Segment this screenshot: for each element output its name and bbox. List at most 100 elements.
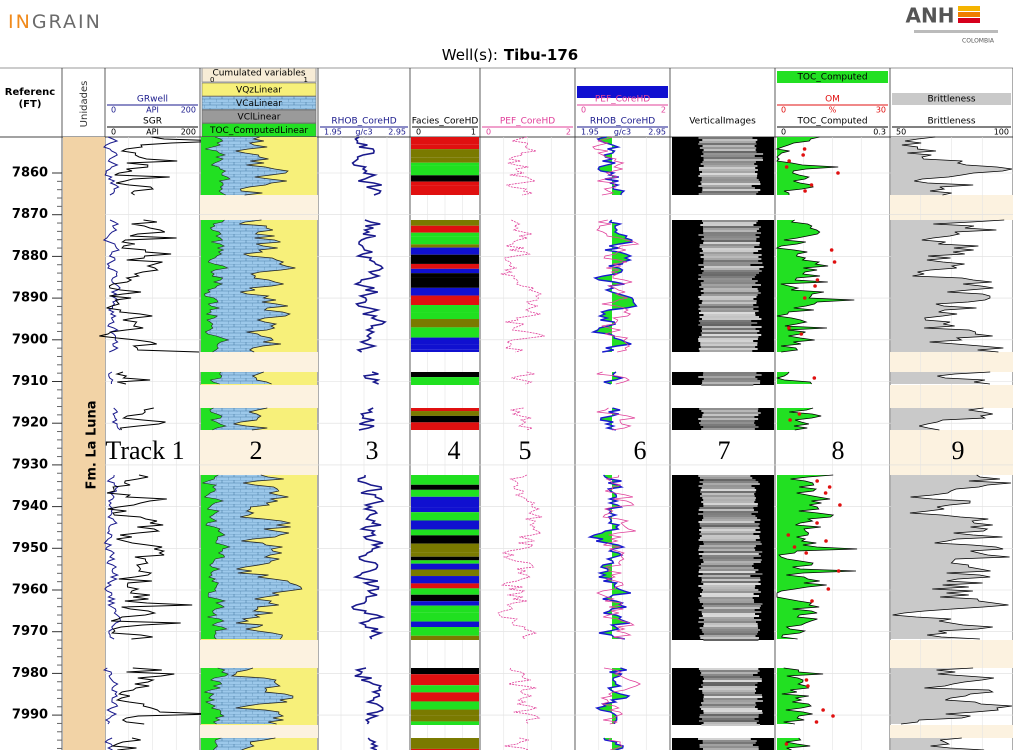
facies-band (411, 710, 479, 716)
image-row (699, 304, 753, 306)
label: 0 (111, 106, 116, 115)
facies-band (411, 305, 479, 313)
image-row (702, 613, 755, 615)
label: 0 (781, 128, 786, 137)
image-row (702, 272, 759, 274)
label: (FT) (19, 99, 42, 110)
curve-grwell (121, 408, 166, 430)
image-row (698, 324, 751, 326)
gap-fill (200, 195, 318, 220)
image-row (699, 193, 757, 195)
image-row (701, 238, 756, 240)
image-row (700, 424, 755, 426)
label: SGR (143, 117, 162, 127)
image-row (702, 334, 762, 336)
curve-rhob (353, 137, 382, 195)
image-row (701, 581, 758, 583)
image-row (699, 565, 752, 567)
image-row (702, 171, 755, 173)
image-row (702, 577, 761, 579)
label: 50 (896, 128, 906, 137)
facies-band (411, 248, 479, 255)
curve-rhob (355, 668, 383, 724)
image-row (701, 290, 759, 292)
facies-band (411, 557, 479, 561)
image-row (698, 513, 751, 515)
image-row (702, 382, 760, 384)
image-row (703, 250, 758, 252)
image-row (702, 591, 761, 593)
image-row (702, 535, 760, 537)
curve-rhob (364, 372, 378, 384)
curve-pef (509, 668, 540, 724)
image-row (700, 252, 754, 254)
facies-band (411, 544, 479, 553)
image-row (702, 631, 758, 633)
om-point (810, 183, 814, 187)
image-row (704, 280, 758, 282)
facies-band (411, 622, 479, 627)
toc-computed-fill (777, 738, 810, 750)
image-row (698, 585, 755, 587)
image-row (702, 187, 755, 189)
om-point (830, 248, 834, 252)
label: Referenc (5, 87, 55, 98)
image-row (701, 702, 755, 704)
image-row (702, 519, 760, 521)
image-row (699, 539, 756, 541)
curve-pef (501, 220, 545, 352)
image-row (704, 378, 758, 380)
image-row (702, 497, 756, 499)
label: Facies_CoreHD (412, 117, 479, 127)
image-row (699, 141, 756, 143)
label: 100 (994, 128, 1009, 137)
image-row (701, 428, 755, 430)
image-row (700, 495, 755, 497)
label: 7860 (12, 166, 48, 181)
image-row (702, 151, 756, 153)
om-point (813, 376, 817, 380)
label: 0 (781, 106, 786, 115)
image-row (701, 346, 755, 348)
om-point (837, 569, 841, 573)
image-row (703, 639, 758, 641)
track-label: 8 (832, 436, 845, 465)
curve-grwell (99, 220, 199, 352)
image-row (699, 422, 754, 424)
image-row (703, 157, 762, 159)
image-row (699, 553, 759, 555)
agency-flag (958, 12, 980, 17)
facies-band (411, 372, 479, 377)
curve-grwell (113, 738, 141, 750)
image-row (699, 545, 755, 547)
label: VClLinear (238, 113, 281, 123)
facies-band (411, 319, 479, 327)
image-row (703, 374, 762, 376)
om-point (788, 418, 792, 422)
image-row (701, 294, 757, 296)
image-row (698, 621, 756, 623)
om-point (824, 539, 828, 543)
label: 7950 (12, 541, 48, 556)
image-row (701, 527, 759, 529)
image-row (701, 310, 759, 312)
logo-rest: GRAIN (32, 11, 102, 33)
curve-sgr (109, 372, 113, 384)
image-row (700, 181, 760, 183)
image-row (698, 278, 752, 280)
label: API (146, 106, 159, 115)
image-row (704, 623, 758, 625)
label: COLOMBIA (962, 38, 995, 45)
agency-flag (958, 6, 980, 11)
image-row (702, 718, 755, 720)
track-label: 9 (952, 436, 965, 465)
image-row (699, 720, 759, 722)
image-row (702, 579, 761, 581)
image-row (701, 708, 758, 710)
facies-band (411, 349, 479, 352)
well-log-viewer: INGRAINWell(s):Tibu-176ANHCOLOMBIARefere… (0, 0, 1013, 750)
image-row (700, 537, 760, 539)
image-row (702, 493, 754, 495)
image-row (700, 322, 757, 324)
label: Brittleness (927, 117, 975, 127)
